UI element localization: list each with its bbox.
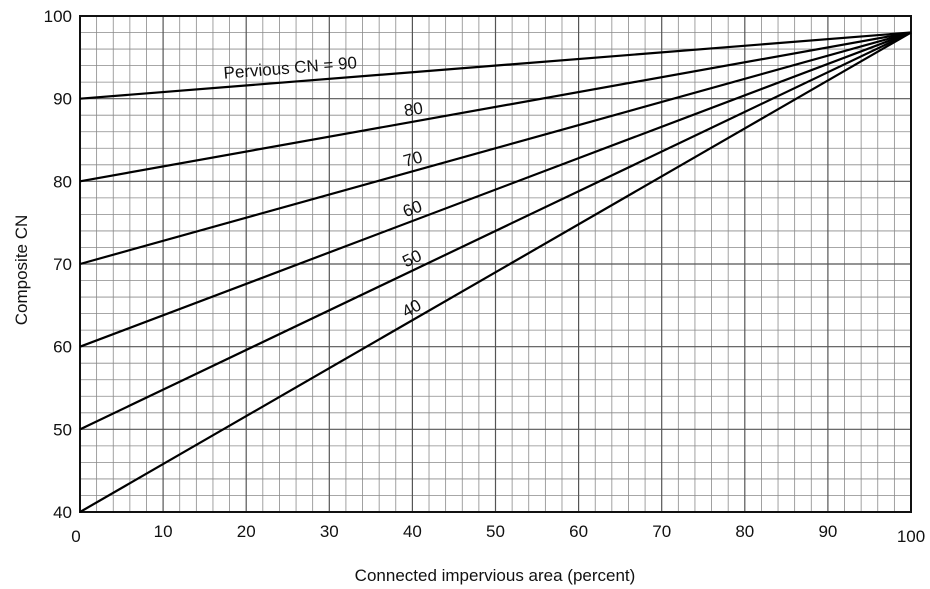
x-tick-label: 90 (818, 522, 837, 541)
y-axis-label: Composite CN (12, 215, 31, 326)
series-line-cn-90 (79, 31, 912, 100)
series-line-cn-70 (79, 31, 912, 266)
x-tick-label: 0 (71, 527, 80, 546)
x-tick-label: 70 (652, 522, 671, 541)
series-label-cn-70: 70 (401, 147, 424, 170)
grid-major (80, 16, 911, 512)
series-lines (79, 31, 912, 513)
series-label-cn-80: 80 (402, 98, 424, 120)
x-tick-label: 20 (237, 522, 256, 541)
series-line-cn-40 (79, 31, 912, 513)
x-tick-label: 80 (735, 522, 754, 541)
x-axis-label: Connected impervious area (percent) (355, 566, 636, 585)
x-tick-label: 60 (569, 522, 588, 541)
series-line-cn-80 (79, 31, 912, 183)
x-tick-label: 10 (154, 522, 173, 541)
x-tick-label: 100 (897, 527, 925, 546)
y-tick-label: 70 (53, 255, 72, 274)
y-tick-label: 50 (53, 420, 72, 439)
series-label-cn-40: 40 (399, 295, 425, 321)
series-line-cn-50 (79, 31, 912, 431)
y-tick-label: 80 (53, 172, 72, 191)
y-tick-label: 40 (53, 503, 72, 522)
x-axis-ticks: 0 10 20 30 40 50 60 70 80 90 100 (71, 522, 925, 546)
series-line-cn-60 (79, 31, 912, 348)
y-tick-label: 60 (53, 338, 72, 357)
x-tick-label: 40 (403, 522, 422, 541)
y-tick-label: 100 (44, 7, 72, 26)
x-tick-label: 50 (486, 522, 505, 541)
y-axis-ticks: 40 50 60 70 80 90 100 (44, 7, 72, 522)
x-tick-label: 30 (320, 522, 339, 541)
y-tick-label: 90 (53, 90, 72, 109)
